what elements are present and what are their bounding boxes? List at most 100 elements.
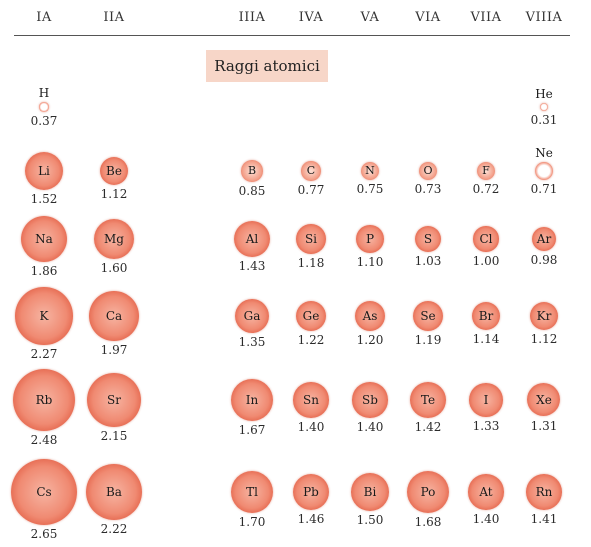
element-symbol: Ca (105, 308, 123, 323)
atom-ba: Ba (86, 464, 142, 520)
element-symbol: Ge (302, 308, 320, 323)
radius-value: 1.40 (356, 419, 384, 434)
radius-value: 1.12 (100, 187, 128, 202)
element-symbol: Sr (107, 392, 121, 407)
atom-te: Te (410, 382, 446, 418)
radius-value: 0.75 (356, 182, 384, 197)
atom-cs: Cs (10, 458, 78, 526)
atom-na: Na (20, 215, 68, 263)
radius-value: 0.37 (30, 113, 58, 128)
radius-value: 1.43 (238, 259, 266, 274)
radius-value: 1.22 (297, 333, 325, 348)
diagram-title: Raggi atomici (206, 50, 328, 82)
atom-o: O (418, 161, 438, 181)
radius-value: 1.03 (414, 253, 442, 268)
radius-value: 1.10 (356, 254, 384, 269)
atom-b: B (241, 160, 263, 182)
atom-be: Be (99, 156, 129, 186)
radius-value: 0.31 (530, 112, 558, 127)
radius-value: 1.40 (297, 419, 325, 434)
atom-pb: Pb (292, 473, 330, 511)
group-label-via: VIA (415, 10, 441, 25)
group-label-va: VA (360, 10, 380, 25)
atom-at: At (468, 474, 504, 510)
atom-li: Li (24, 151, 64, 191)
element-symbol: Cl (479, 231, 493, 246)
radius-value: 0.77 (297, 182, 325, 197)
radius-value: 1.86 (30, 264, 58, 279)
radius-value: 1.67 (238, 423, 266, 438)
element-symbol: Tl (246, 484, 258, 499)
radius-value: 1.12 (530, 332, 558, 347)
group-label-iiia: IIIA (238, 10, 266, 25)
atom-f: F (476, 161, 496, 181)
radius-value: 1.19 (414, 332, 442, 347)
element-symbol: Pb (303, 484, 319, 499)
element-symbol: Ne (535, 146, 553, 161)
atom-kr: Kr (529, 301, 559, 331)
radius-value: 2.48 (30, 433, 58, 448)
atom-k: K (15, 287, 73, 345)
atom-as: As (354, 300, 386, 332)
atom-h (39, 102, 49, 112)
element-symbol: Ba (105, 484, 122, 499)
atom-i: I (469, 383, 503, 417)
element-symbol: S (423, 231, 433, 246)
element-symbol: Xe (536, 392, 552, 407)
radius-value: 1.97 (100, 342, 128, 357)
element-symbol: As (362, 308, 378, 323)
radius-value: 1.52 (30, 192, 58, 207)
element-symbol: Ar (536, 231, 552, 246)
atom-ga: Ga (234, 298, 269, 333)
atom-se: Se (413, 301, 443, 331)
atom-sb: Sb (352, 382, 388, 418)
atom-he (540, 103, 548, 111)
element-symbol: C (306, 164, 316, 178)
element-symbol: I (483, 392, 489, 407)
element-symbol: Kr (536, 308, 552, 323)
radius-value: 2.15 (100, 429, 128, 444)
atom-n: N (360, 161, 380, 181)
element-symbol: K (39, 308, 49, 323)
group-label-ia: IA (36, 10, 52, 25)
radius-value: 1.41 (530, 511, 558, 526)
group-label-viia: VIIA (470, 10, 502, 25)
atom-cl: Cl (473, 226, 499, 252)
atom-al: Al (233, 220, 270, 257)
element-symbol: Bi (363, 484, 377, 499)
radius-value: 1.70 (238, 515, 266, 530)
atom-ar: Ar (531, 226, 557, 252)
radius-value: 1.20 (356, 333, 384, 348)
radius-value: 1.50 (356, 512, 384, 527)
radius-value: 1.40 (472, 511, 500, 526)
element-symbol: Se (420, 308, 436, 323)
radius-value: 2.22 (100, 521, 128, 536)
atom-c: C (301, 161, 321, 181)
radius-value: 0.72 (472, 182, 500, 197)
atom-tl: Tl (230, 470, 274, 514)
atom-bi: Bi (351, 473, 389, 511)
element-symbol: Po (420, 484, 436, 499)
atom-rb: Rb (12, 368, 76, 432)
element-symbol: In (245, 392, 259, 407)
radius-value: 0.71 (530, 181, 558, 196)
radius-value: 1.42 (414, 419, 442, 434)
element-symbol: Sn (303, 392, 319, 407)
element-symbol: He (535, 87, 553, 102)
atom-ne (535, 162, 553, 180)
atom-in: In (230, 378, 274, 422)
element-symbol: Ga (243, 308, 261, 323)
radius-value: 1.31 (530, 418, 558, 433)
element-symbol: N (365, 164, 375, 178)
radius-value: 1.14 (472, 332, 500, 347)
group-label-iva: IVA (298, 10, 324, 25)
atom-si: Si (296, 224, 326, 254)
group-label-iia: IIA (103, 10, 125, 25)
radius-value: 2.65 (30, 527, 58, 542)
element-symbol: Cs (36, 484, 52, 499)
atom-sn: Sn (293, 382, 329, 418)
atom-xe: Xe (527, 383, 561, 417)
radius-value: 1.33 (472, 418, 500, 433)
atom-mg: Mg (93, 218, 135, 260)
